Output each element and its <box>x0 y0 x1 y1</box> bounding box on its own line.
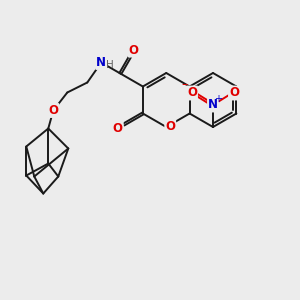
Text: O: O <box>129 44 139 57</box>
Text: O: O <box>229 86 239 100</box>
Text: +: + <box>214 94 222 104</box>
Text: O: O <box>113 122 123 134</box>
Text: H: H <box>106 59 114 70</box>
Text: N: N <box>96 56 106 69</box>
Text: O: O <box>165 121 175 134</box>
Text: –: – <box>182 79 188 92</box>
Text: O: O <box>187 86 197 100</box>
Text: N: N <box>208 98 218 112</box>
Text: O: O <box>48 104 58 117</box>
